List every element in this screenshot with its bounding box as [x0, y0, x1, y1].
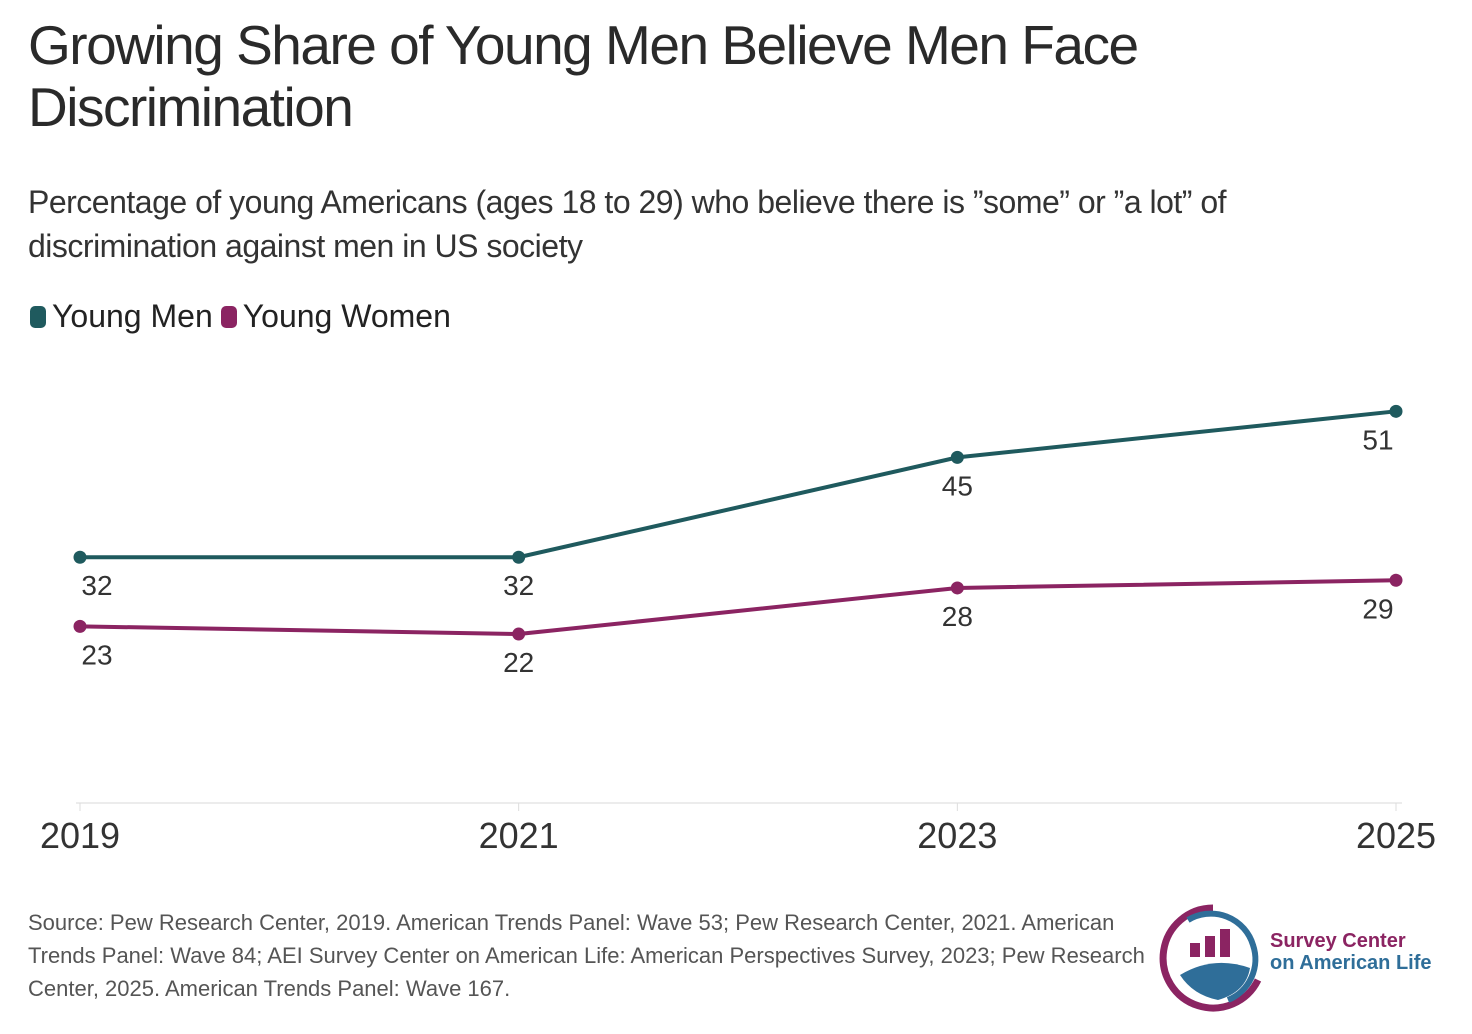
data-label: 45: [942, 470, 973, 501]
line-chart: 2019 2021 2023 2025 32 32 45 51 23 22 28 29: [40, 404, 1436, 856]
series-line-1: [79, 578, 1397, 637]
data-point: [950, 581, 964, 595]
legend-item-young-women: Young Women: [220, 298, 451, 335]
legend: Young Men Young Women: [30, 298, 451, 335]
chart-subtitle: Percentage of young Americans (ages 18 t…: [28, 184, 1227, 264]
data-point: [950, 450, 964, 464]
x-tick-label: 2023: [917, 815, 997, 856]
x-tick-label: 2021: [479, 815, 559, 856]
data-label: 22: [503, 647, 534, 678]
logo-text-line2: on American Life: [1270, 952, 1432, 974]
data-label: 29: [1362, 593, 1393, 624]
source-note: Source: Pew Research Center, 2019. Ameri…: [28, 910, 1145, 1001]
data-label: 32: [503, 570, 534, 601]
series-line-0: [80, 409, 1397, 560]
data-label: 23: [81, 639, 112, 670]
data-point: [1389, 404, 1403, 418]
data-point: [73, 550, 87, 564]
data-point: [512, 550, 526, 564]
data-point: [73, 619, 87, 633]
data-label: 28: [942, 601, 973, 632]
data-point: [512, 627, 526, 641]
legend-label: Young Men: [52, 298, 213, 334]
legend-label: Young Women: [242, 298, 451, 334]
data-label: 51: [1362, 424, 1393, 455]
data-label: 32: [81, 570, 112, 601]
logo-icon: [1159, 904, 1262, 1012]
x-tick-label: 2025: [1356, 815, 1436, 856]
x-tick-label: 2019: [40, 815, 120, 856]
legend-item-young-men: Young Men: [30, 298, 213, 335]
logo-text-line1: Survey Center: [1270, 930, 1406, 952]
survey-center-logo: Survey Center on American Life: [1158, 900, 1448, 1030]
data-point: [1389, 573, 1403, 587]
legend-swatch: [220, 305, 237, 328]
legend-swatch: [30, 305, 46, 328]
chart-title: Growing Share of Young Men Believe Men F…: [28, 14, 1139, 138]
